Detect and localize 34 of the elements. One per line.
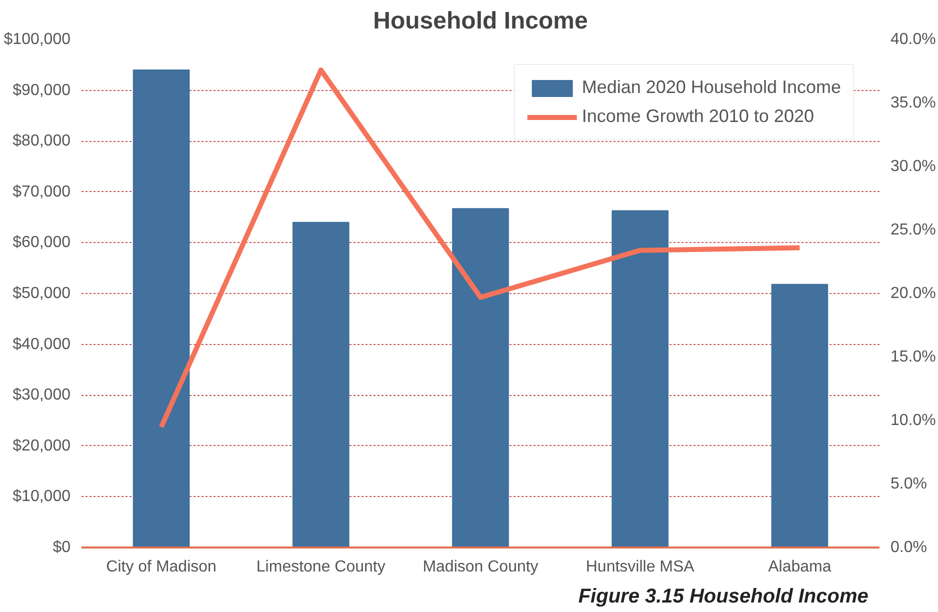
y-tick-label: $0 [52,539,71,556]
y-tick-label: $30,000 [12,386,71,404]
y-tick-label: $100,000 [4,31,71,48]
bar [132,69,190,548]
y2-tick-label: 5.0% [890,476,927,492]
chart-title: Household Income [373,8,588,34]
y-tick-label: $80,000 [12,132,71,150]
y2-tick-label: 40.0% [890,31,936,48]
y-tick-label: $10,000 [12,488,71,506]
y-tick-label: $20,000 [12,437,71,454]
x-tick-label: Limestone County [256,558,386,576]
y2-tick-label: 30.0% [890,158,936,175]
x-tick-label: Alabama [768,558,832,576]
y2-tick-label: 0.0% [890,539,927,556]
bar [452,208,509,548]
legend-label: Median 2020 Household Income [582,77,841,98]
y2-tick-label: 35.0% [890,94,936,112]
y-tick-label: $60,000 [12,234,71,252]
bar [612,210,669,548]
x-tick-label: Huntsville MSA [586,558,695,576]
bar [771,284,828,548]
x-tick-label: Madison County [422,558,538,576]
x-tick-label: City of Madison [106,558,216,576]
legend-label: Income Growth 2010 to 2020 [582,106,814,127]
y2-tick-label: 20.0% [890,285,936,302]
y2-tick-label: 15.0% [890,348,936,366]
caption: Figure 3.15 Household Income [578,586,868,608]
bar [292,222,350,548]
y2-tick-label: 10.0% [890,412,936,429]
y2-tick-label: 25.0% [890,222,936,238]
y-tick-label: $70,000 [12,183,71,200]
y-tick-label: $50,000 [12,285,71,302]
y-tick-label: $40,000 [12,336,71,353]
y-tick-label: $90,000 [12,82,71,99]
